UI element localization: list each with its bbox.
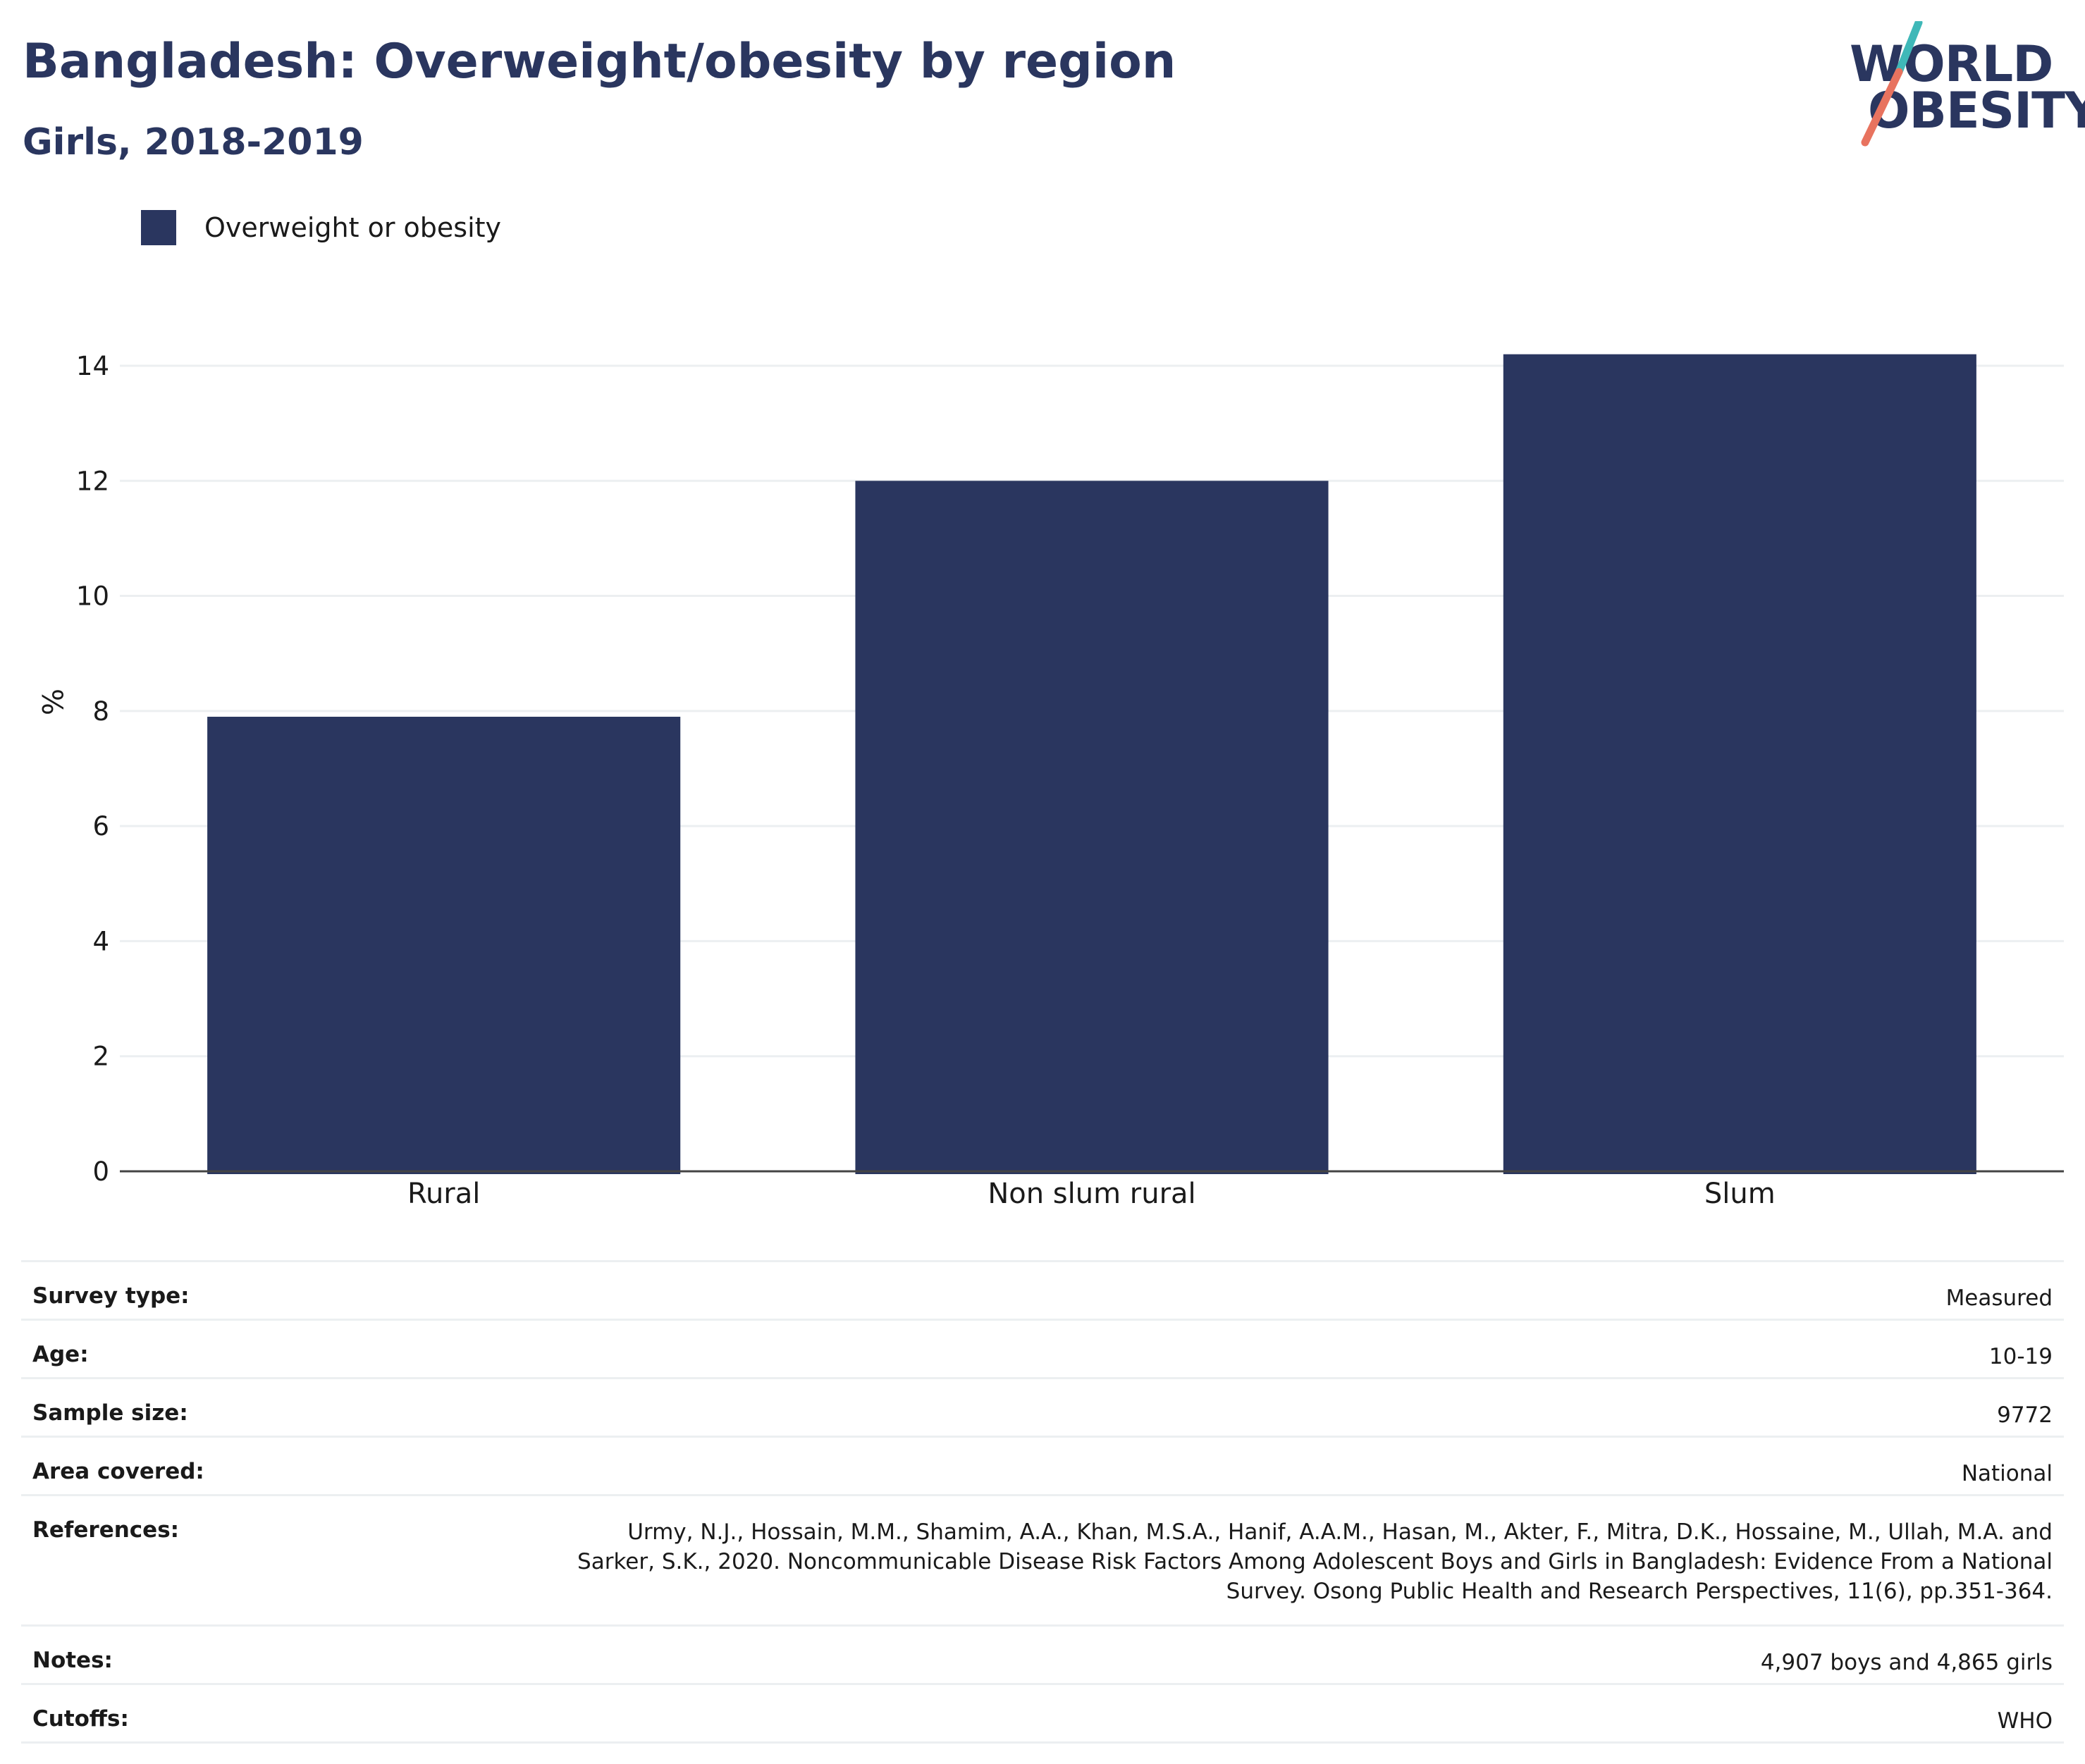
metadata-key: Notes: — [32, 1648, 113, 1673]
chart-bars — [207, 354, 1976, 1175]
metadata-value: Measured — [1945, 1285, 2053, 1311]
logo-text-obesity: OBESITY — [1868, 82, 2085, 140]
metadata-value: 4,907 boys and 4,865 girls — [1760, 1650, 2053, 1675]
y-tick-label: 4 — [92, 926, 109, 956]
y-tick-label: 2 — [92, 1042, 109, 1072]
x-category-label: Non slum rural — [988, 1178, 1195, 1210]
bar-chart: 0 2 4 6 8 10 12 14 Rural Non slum rural Slum % — [35, 351, 2064, 1210]
y-tick-label: 12 — [76, 466, 109, 496]
metadata-key: Sample size: — [32, 1400, 188, 1426]
metadata-key: Survey type: — [32, 1283, 190, 1309]
x-category-label: Rural — [407, 1178, 480, 1210]
y-axis-ticks: 0 2 4 6 8 10 12 14 — [76, 351, 109, 1187]
metadata-row: Cutoffs: WHO — [21, 1685, 2064, 1744]
x-axis-labels: Rural Non slum rural Slum — [407, 1178, 1776, 1210]
y-tick-label: 6 — [92, 811, 109, 841]
y-tick-label: 8 — [92, 696, 109, 727]
metadata-key: References: — [32, 1517, 180, 1543]
metadata-row: Notes: 4,907 boys and 4,865 girls — [21, 1627, 2064, 1685]
world-obesity-logo: WORLD OBESITY — [1840, 21, 2085, 148]
y-tick-label: 10 — [76, 581, 109, 612]
metadata-value: 10-19 — [1988, 1344, 2053, 1369]
logo-slash-icon — [1861, 21, 1923, 147]
metadata-value: 9772 — [1997, 1402, 2053, 1428]
y-tick-label: 14 — [76, 351, 109, 381]
page-title: Bangladesh: Overweight/obesity by region — [23, 34, 1176, 90]
metadata-row: References: Urmy, N.J., Hossain, M.M., Sh… — [21, 1496, 2064, 1627]
legend-label: Overweight or obesity — [204, 212, 502, 243]
metadata-value: Urmy, N.J., Hossain, M.M., Shamim, A.A.,… — [577, 1519, 2053, 1604]
bar — [1503, 354, 1976, 1175]
y-axis-title: % — [35, 689, 68, 715]
page-subtitle: Girls, 2018-2019 — [23, 121, 364, 164]
x-category-label: Slum — [1704, 1178, 1776, 1210]
legend-swatch — [141, 210, 176, 245]
logo-text-world: WORLD — [1850, 35, 2053, 93]
chart-legend: Overweight or obesity — [141, 210, 501, 245]
metadata-row: Survey type: Measured — [21, 1262, 2064, 1321]
bar — [207, 717, 681, 1174]
bar — [855, 481, 1329, 1174]
metadata-row: Sample size: 9772 — [21, 1379, 2064, 1438]
y-tick-label: 0 — [92, 1157, 109, 1187]
metadata-key: Area covered: — [32, 1459, 204, 1484]
metadata-row: Age: 10-19 — [21, 1321, 2064, 1379]
metadata-key: Cutoffs: — [32, 1706, 129, 1732]
metadata-row: Area covered: National — [21, 1438, 2064, 1496]
metadata-value: National — [1961, 1461, 2053, 1486]
metadata-value: WHO — [1997, 1708, 2053, 1734]
metadata-key: Age: — [32, 1342, 89, 1367]
survey-metadata-table: Survey type: Measured Age: 10-19 Sample size… — [21, 1260, 2064, 1744]
